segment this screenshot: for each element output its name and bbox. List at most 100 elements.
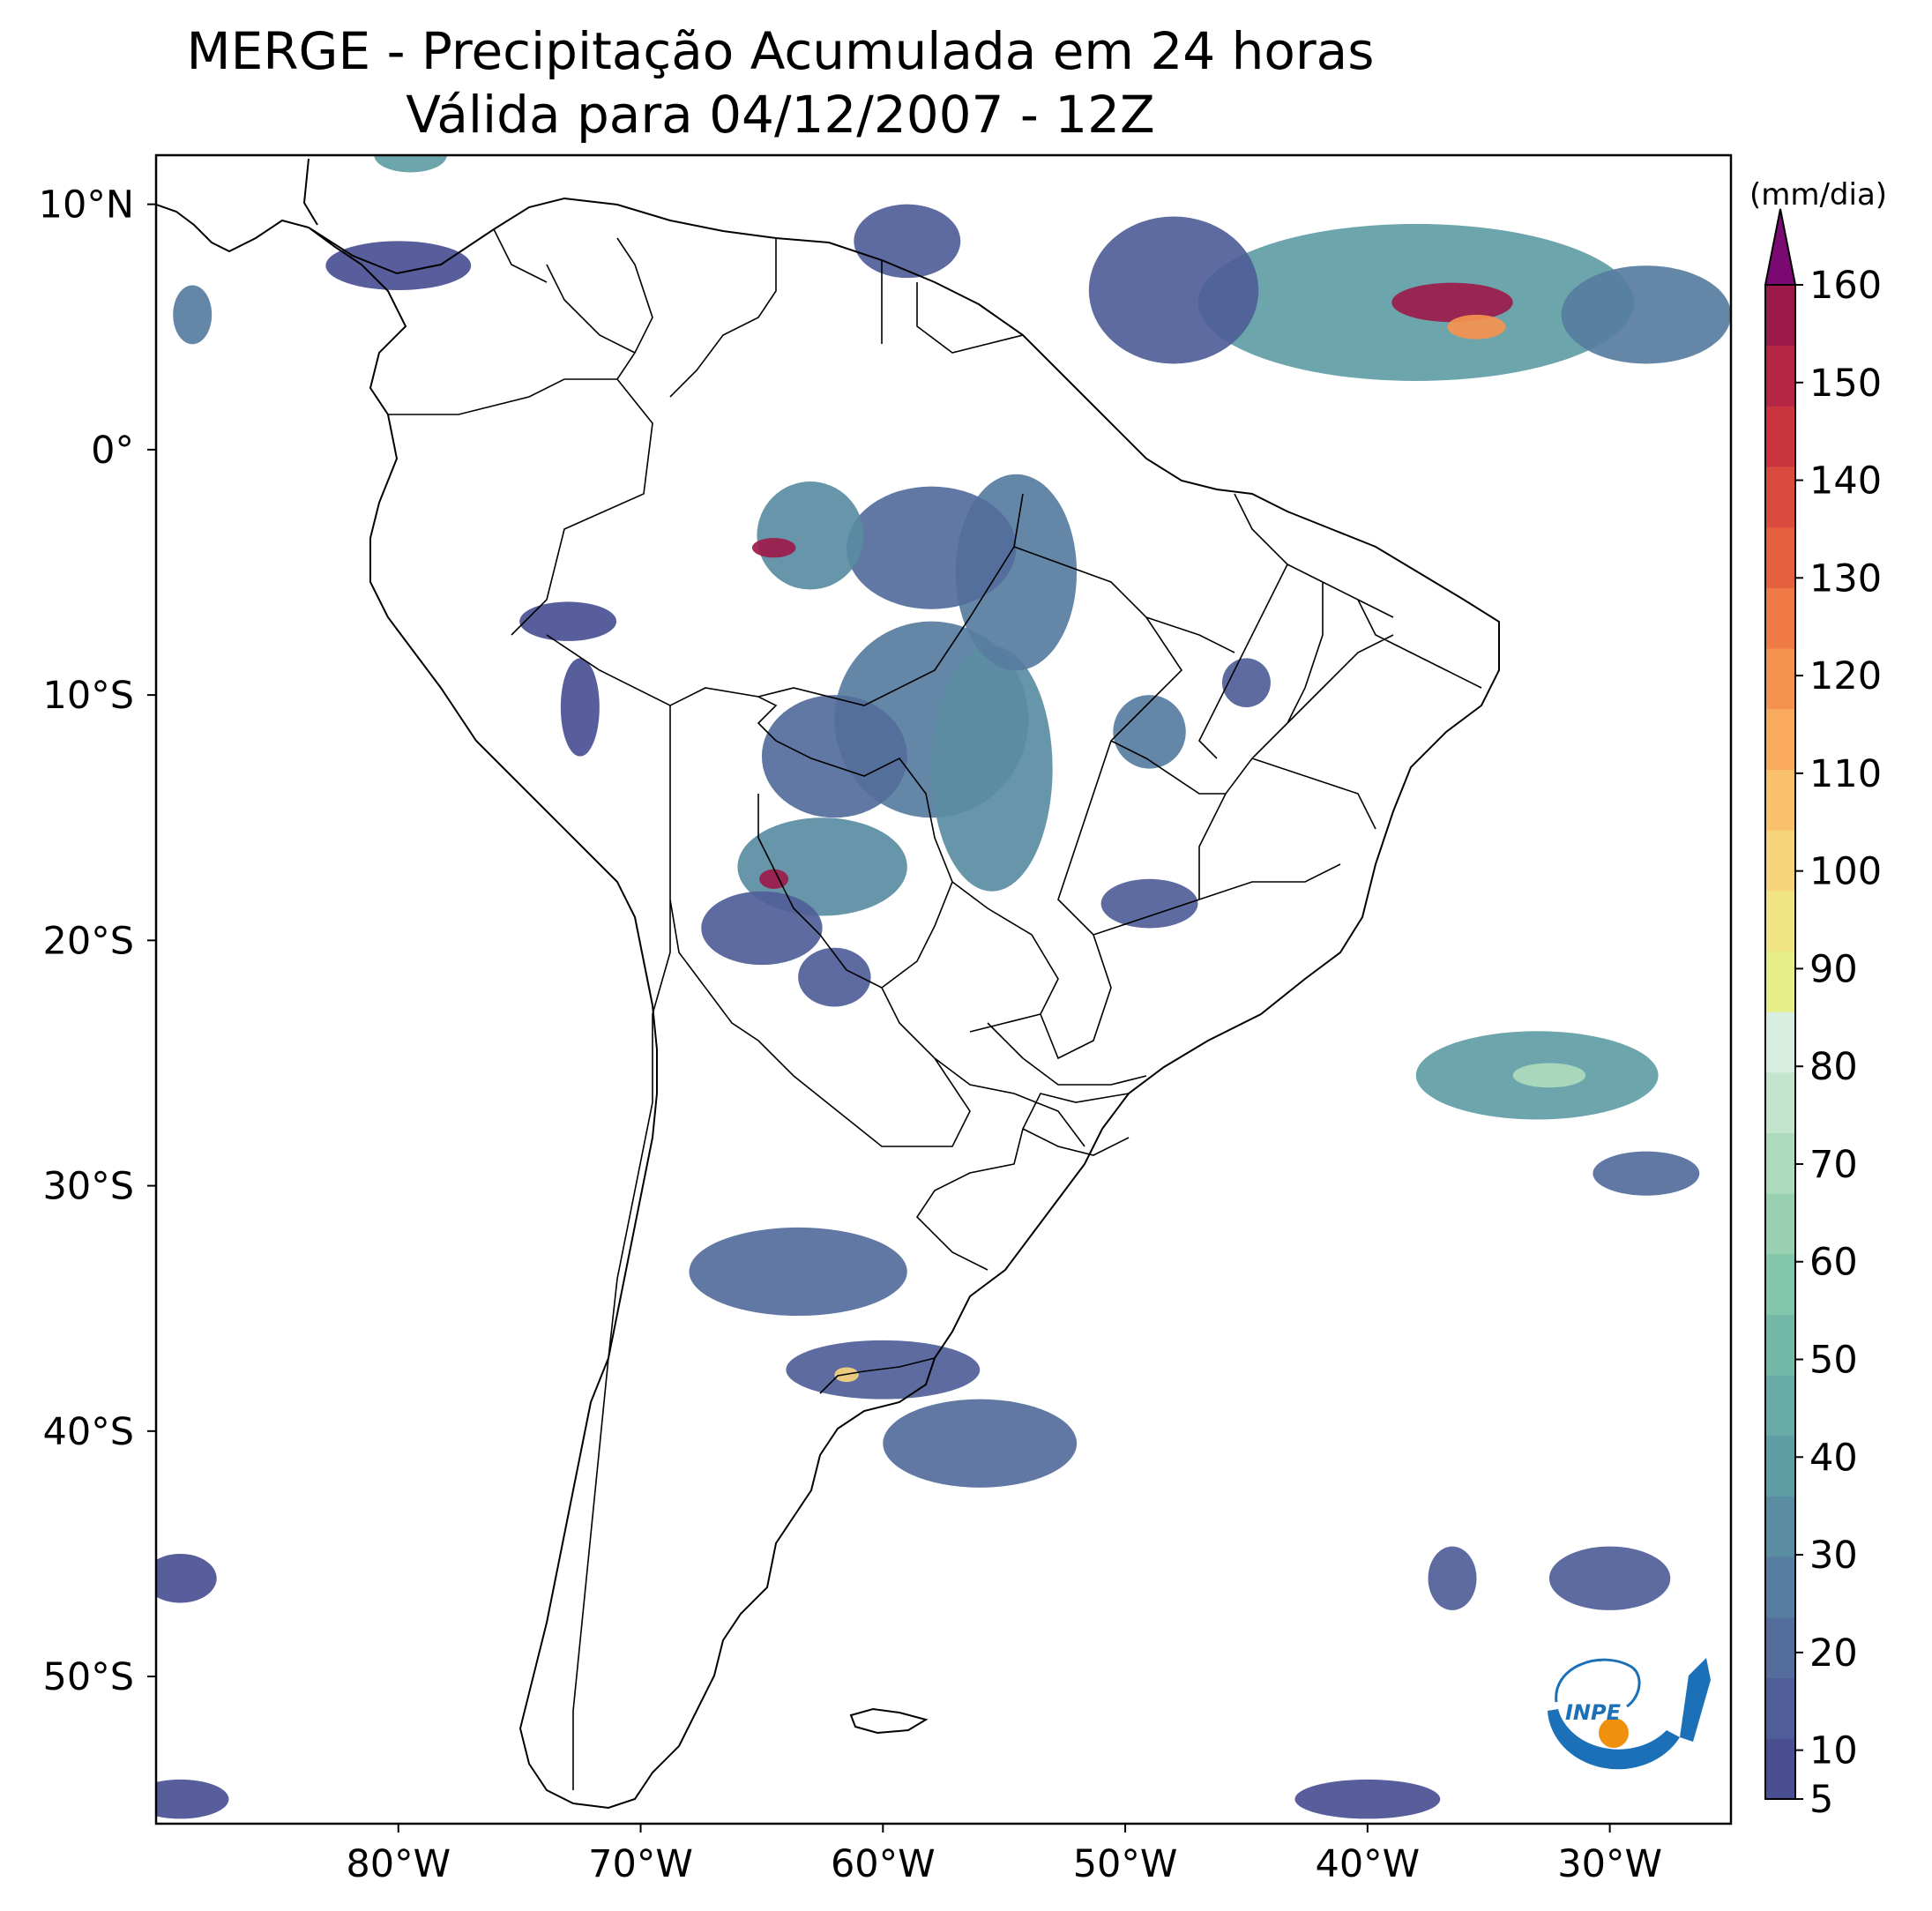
colorbar-tick-label: 90 — [1809, 947, 1858, 991]
colorbar-segment — [1765, 285, 1795, 347]
latitude-label: 30°S — [42, 1165, 134, 1209]
colorbar-segment — [1765, 1132, 1795, 1194]
colorbar-tick-label: 50 — [1809, 1339, 1858, 1383]
colorbar-tick-label: 130 — [1809, 556, 1882, 601]
precip-cell — [156, 1779, 229, 1819]
colorbar-segment — [1765, 1314, 1795, 1376]
precip-cell — [757, 481, 864, 590]
colorbar-segment — [1765, 1435, 1795, 1497]
central-america-coastline-north — [302, 158, 318, 226]
longitude-label: 60°W — [831, 1842, 936, 1886]
longitude-label: 30°W — [1557, 1842, 1662, 1886]
longitude-label: 80°W — [346, 1842, 451, 1886]
precip-cell — [1428, 1546, 1477, 1610]
precip-cell — [374, 155, 447, 173]
colorbar-segment — [1765, 345, 1795, 407]
colorbar-tick-label: 110 — [1809, 752, 1882, 796]
inpe-logo-text: INPE — [1565, 1700, 1622, 1725]
colorbar-segment — [1765, 830, 1795, 892]
colorbar-segment — [1765, 890, 1795, 952]
colorbar-extend-arrow — [1764, 208, 1797, 286]
inpe-logo-orbit — [1555, 1658, 1641, 1708]
colorbar-tick-label: 10 — [1809, 1729, 1858, 1773]
colorbar-tick-label: 40 — [1809, 1436, 1858, 1480]
precip-cell — [1593, 1151, 1700, 1196]
longitude-label: 50°W — [1073, 1842, 1178, 1886]
colorbar-segment — [1765, 1375, 1795, 1437]
latitude-label: 50°S — [42, 1655, 134, 1699]
colorbar-segment — [1765, 769, 1795, 831]
colorbar-segment — [1765, 1556, 1795, 1618]
precip-cell — [751, 538, 796, 558]
colorbar-segment — [1765, 1253, 1795, 1316]
colorbar-tick-label: 140 — [1809, 459, 1882, 504]
colorbar-tick-label: 5 — [1809, 1778, 1833, 1822]
central-america-coastline — [156, 204, 310, 253]
colorbar-segment — [1765, 1616, 1795, 1679]
latitude-label: 10°S — [42, 674, 134, 718]
colorbar-segment — [1765, 526, 1795, 588]
latitude-labels: 10°N 0° 10°S 20°S 30°S 40°S 50°S — [39, 183, 156, 1699]
latitude-label: 40°S — [42, 1410, 134, 1454]
inpe-logo-sun — [1599, 1718, 1629, 1748]
colorbar-segment — [1765, 1193, 1795, 1255]
precip-cell — [701, 891, 823, 966]
precip-cell — [689, 1227, 907, 1317]
latitude-label: 10°N — [39, 183, 134, 228]
colorbar-segment — [1765, 467, 1795, 528]
precip-cell — [1561, 265, 1731, 364]
precip-cell — [759, 869, 789, 889]
colorbar-segment — [1765, 1496, 1795, 1557]
latitude-label: 20°S — [42, 919, 134, 963]
colorbar-segment — [1765, 648, 1795, 710]
longitude-label: 70°W — [588, 1842, 693, 1886]
colorbar-segment — [1765, 951, 1795, 1012]
precip-cell — [173, 285, 213, 345]
precip-cell — [786, 1340, 981, 1400]
colorbar-segment — [1765, 1011, 1795, 1073]
precip-cell — [854, 204, 961, 279]
colorbar-tick-label: 60 — [1809, 1241, 1858, 1285]
precip-cell — [560, 658, 600, 757]
map-title-line2: Válida para 04/12/2007 - 12Z — [406, 85, 1155, 145]
colorbar-tick-label: 30 — [1809, 1534, 1858, 1578]
south-america-coastline — [308, 197, 1500, 1810]
precip-cell — [883, 1399, 1078, 1488]
precip-cell — [761, 695, 907, 818]
country-borders — [388, 228, 1482, 1790]
inpe-logo: INPE — [1548, 1658, 1711, 1770]
precip-cell — [1113, 695, 1186, 769]
precip-cell — [931, 646, 1053, 892]
precip-cell — [156, 1553, 217, 1603]
colorbar-segment — [1765, 406, 1795, 467]
longitude-label: 40°W — [1315, 1842, 1420, 1886]
latitude-label: 0° — [91, 429, 134, 473]
colorbar-tick-label: 150 — [1809, 362, 1882, 406]
colorbar-segment — [1765, 708, 1795, 770]
longitude-labels: 80°W 70°W 60°W 50°W 40°W 30°W — [346, 1824, 1662, 1886]
precip-cell — [1512, 1063, 1586, 1088]
map-frame — [154, 153, 1733, 1825]
precip-cell — [1548, 1546, 1671, 1610]
precip-cell — [737, 817, 907, 916]
colorbar-tick-label: 70 — [1809, 1143, 1858, 1187]
colorbar-tick-label: 20 — [1809, 1631, 1858, 1676]
colorbar-tick-label: 80 — [1809, 1045, 1858, 1089]
inpe-logo-arrow — [1680, 1658, 1711, 1742]
precip-cell — [1088, 216, 1259, 364]
precip-cell — [1447, 314, 1506, 340]
colorbar-segment — [1765, 587, 1795, 649]
coastline-layer — [156, 158, 1500, 1810]
precip-cell — [1294, 1779, 1441, 1819]
colorbar: 5 10 20 30 40 50 60 70 80 90 100 110 120 130 140 150 160… — [1749, 177, 1887, 1822]
precip-cell — [847, 486, 1017, 609]
colorbar-frame — [1764, 284, 1796, 1800]
precip-cell — [798, 947, 871, 1007]
colorbar-segment — [1765, 1677, 1795, 1739]
colorbar-tick-label: 120 — [1809, 654, 1882, 698]
precip-cell — [1391, 282, 1513, 323]
falklands-coastline — [849, 1707, 929, 1735]
map-title-line1: MERGE - Precipitação Acumulada em 24 hor… — [186, 21, 1375, 81]
precip-cell — [325, 241, 472, 291]
